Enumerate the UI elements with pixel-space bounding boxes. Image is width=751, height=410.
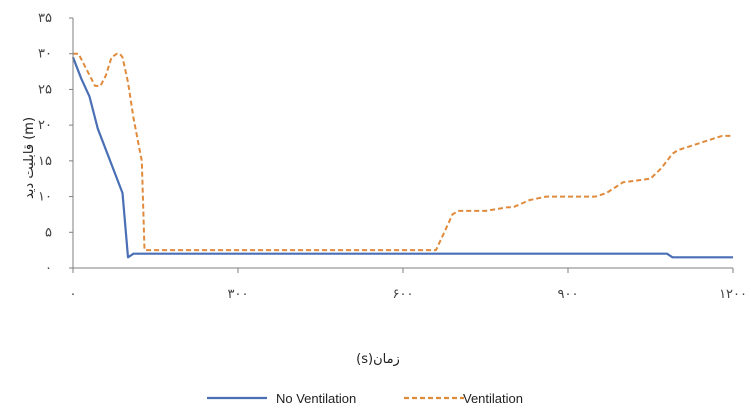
y-tick-label: ۰ — [45, 261, 52, 276]
x-tick-label: ۹۰۰ — [558, 287, 579, 302]
y-tick-label: ۲۰ — [38, 118, 52, 133]
y-axis-ticks: ۰ ۵ ۱۰ ۱۵ ۲۰ ۲۵ ۳۰ ۳۵ — [38, 11, 73, 276]
plot-area — [71, 52, 733, 259]
series-line-ventilation — [73, 52, 733, 252]
y-tick-label: ۳۵ — [38, 11, 52, 26]
series-line-no-ventilation — [71, 56, 733, 259]
x-axis-ticks: ۰ ۳۰۰ ۶۰۰ ۹۰۰ ۱۲۰۰ — [70, 268, 747, 302]
legend-label-ventilation: Ventilation — [463, 391, 523, 406]
y-tick-label: ۳۰ — [38, 47, 52, 62]
y-tick-label: ۱۰ — [38, 190, 52, 205]
x-tick-label: ۶۰۰ — [393, 287, 414, 302]
x-axis-title: زمان(s) — [356, 352, 400, 367]
legend: No Ventilation Ventilation — [207, 391, 523, 406]
axes — [72, 18, 733, 269]
legend-label-no-ventilation: No Ventilation — [276, 391, 356, 406]
y-tick-label: ۲۵ — [38, 82, 52, 97]
y-tick-label: ۱۵ — [38, 154, 52, 169]
y-axis-title: قابلیت دید (m) — [22, 117, 37, 199]
x-tick-label: ۰ — [70, 287, 77, 302]
x-tick-label: ۱۲۰۰ — [719, 287, 747, 302]
y-tick-label: ۵ — [45, 225, 52, 240]
x-tick-label: ۳۰۰ — [228, 287, 249, 302]
